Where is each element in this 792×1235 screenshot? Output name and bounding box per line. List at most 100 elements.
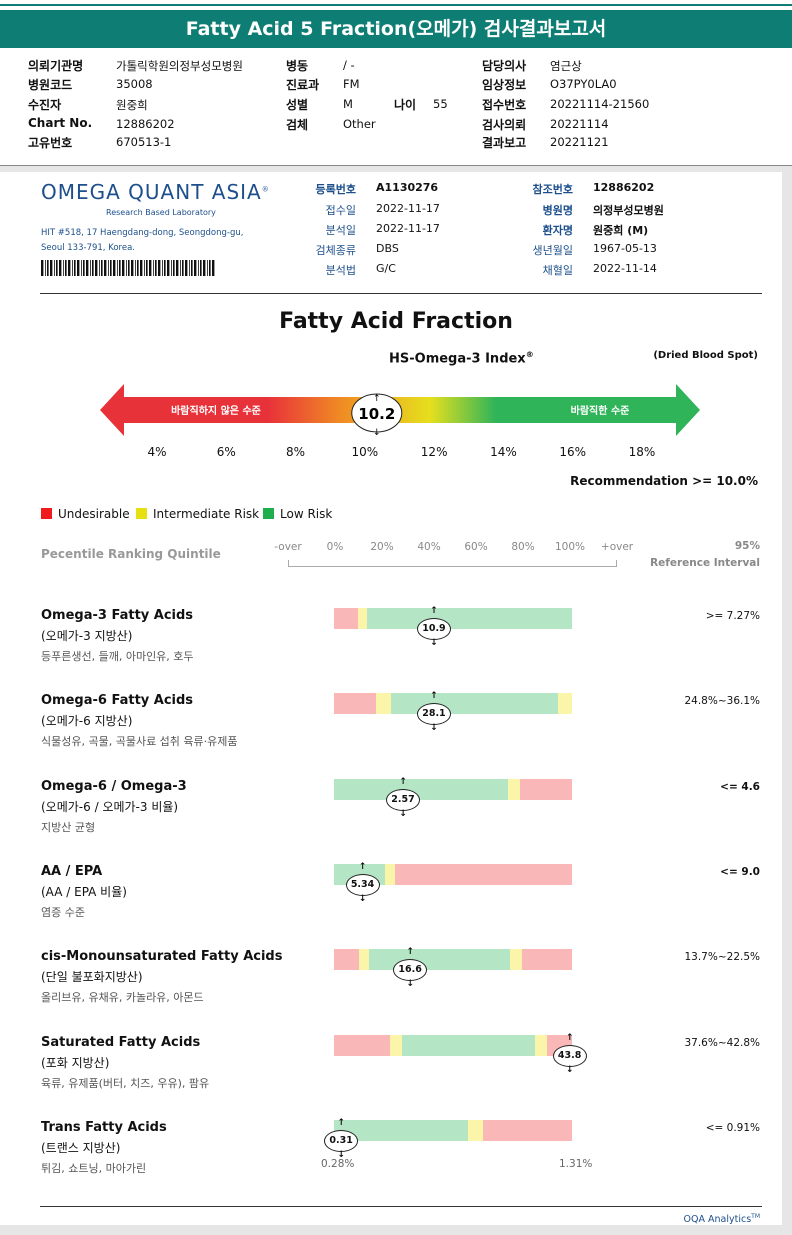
meta-value: 2022-11-17 — [376, 222, 440, 235]
legend-label: Intermediate Risk — [153, 507, 260, 521]
row-title: AA / EPA — [41, 863, 103, 879]
scale-label: 18% — [628, 445, 656, 459]
meta-label: 등록번호 — [315, 183, 356, 196]
info-value: 12886202 — [116, 117, 175, 131]
range-zone-red — [334, 1034, 390, 1056]
svg-text:↑: ↑ — [373, 394, 381, 404]
row-description: 염증 수준 — [41, 905, 85, 919]
info-label: 담당의사 — [482, 59, 527, 73]
report-title: Fatty Acid 5 Fraction(오메가) 검사결과보고서 — [0, 10, 792, 48]
range-bar — [334, 693, 572, 715]
undesirable-level-label: 바람직하지 않은 수준 — [171, 404, 261, 417]
scale-label: 12% — [420, 445, 448, 459]
row-reference: >= 7.27% — [705, 610, 760, 622]
value-marker: 2.57 — [386, 776, 421, 820]
info-label: 진료과 — [286, 78, 320, 92]
percentile-title: Pecentile Ranking Quintile — [41, 547, 221, 561]
age-label: 나이 — [394, 98, 417, 112]
range-zone-green — [334, 1119, 469, 1141]
row-title: Omega-6 / Omega-3 — [41, 778, 187, 794]
range-zone-red — [482, 1119, 572, 1141]
meta-label: 검체종류 — [315, 244, 356, 257]
info-value: Other — [343, 117, 376, 131]
row-reference: 13.7%~22.5% — [684, 951, 760, 964]
index-value-marker: 10.2 ↑ ↓ — [351, 393, 403, 437]
meta-label: 환자명 — [542, 224, 573, 237]
info-value: 35008 — [116, 77, 153, 91]
row-description: 올리브유, 유채유, 카놀라유, 아몬드 — [41, 991, 204, 1005]
legend-swatch — [263, 508, 274, 519]
scale-label: 4% — [147, 445, 167, 459]
percentile-tick: +over — [600, 541, 634, 553]
value-marker: 16.6 — [393, 946, 428, 990]
percentile-tick: 20% — [370, 541, 394, 553]
info-value: M — [343, 97, 353, 111]
meta-value: DBS — [376, 242, 399, 255]
meta-value: 의정부성모병원 — [593, 204, 664, 217]
range-zone-yellow — [557, 693, 572, 715]
row-reference: <= 0.91% — [705, 1121, 760, 1134]
meta-label: 채혈일 — [542, 264, 573, 277]
header-top-line — [0, 4, 792, 6]
row-description: 육류, 유제품(버터, 치즈, 우유), 팜유 — [41, 1076, 210, 1090]
meta-label: 접수일 — [325, 204, 356, 217]
legend-label: Undesirable — [58, 507, 130, 521]
range-zone-green — [391, 693, 558, 715]
range-bar — [334, 778, 572, 800]
row-reference: 37.6%~42.8% — [684, 1036, 760, 1049]
range-zone-green — [401, 1034, 536, 1056]
legend-label: Low Risk — [280, 507, 333, 521]
info-label: 접수번호 — [482, 98, 527, 112]
scale-label: 16% — [559, 445, 587, 459]
range-bar — [334, 1119, 572, 1141]
info-label: 결과보고 — [482, 136, 527, 150]
recommendation: Recommendation >= 10.0% — [570, 474, 758, 488]
info-value: 가톨릭학원의정부성모병원 — [116, 59, 243, 73]
row-reference: <= 9.0 — [720, 865, 760, 878]
legend-swatch — [41, 508, 52, 519]
range-zone-yellow — [358, 949, 369, 971]
range-zone-yellow — [375, 693, 392, 715]
meta-label: 병원명 — [542, 204, 573, 217]
range-zone-yellow — [385, 863, 395, 885]
info-label: 검체 — [286, 118, 309, 132]
meta-label: 참조번호 — [532, 183, 573, 196]
info-label: 의뢰기관명 — [28, 59, 84, 73]
info-divider — [0, 165, 792, 166]
meta-label: 생년월일 — [532, 244, 573, 257]
trans-range-max: 1.31% — [559, 1158, 593, 1170]
index-title: HS-Omega-3 Index® — [389, 350, 534, 367]
range-zone-yellow — [507, 778, 520, 800]
row-reference: 24.8%~36.1% — [684, 695, 760, 708]
percentile-tick: 0% — [326, 541, 344, 553]
range-zone-red — [334, 693, 376, 715]
range-zone-red — [334, 949, 359, 971]
range-bar — [334, 608, 572, 629]
info-value: O37PY0LA0 — [550, 77, 617, 91]
lab-logo: OMEGA QUANT ASIA® — [41, 180, 270, 204]
footer-brand: OQA AnalyticsTM — [683, 1213, 760, 1226]
lab-address: HIT #518, 17 Haengdang-dong, Seongdong-g… — [41, 228, 244, 253]
meta-value: 1967-05-13 — [593, 242, 657, 255]
meta-value: 원중희 (M) — [593, 224, 649, 237]
section-title: Fatty Acid Fraction — [279, 309, 513, 334]
row-subtitle: (오메가-6 지방산) — [41, 714, 133, 729]
report-header-divider — [40, 293, 762, 294]
row-description: 튀김, 쇼트닝, 마아가린 — [41, 1161, 147, 1175]
info-label: 수진자 — [28, 98, 62, 112]
info-value: 20221114 — [550, 117, 609, 131]
row-title: cis-Monounsaturated Fatty Acids — [41, 949, 283, 965]
info-label: Chart No. — [28, 116, 93, 130]
index-value: 10.2 — [358, 405, 395, 423]
range-zone-red — [519, 778, 572, 800]
row-reference: <= 4.6 — [720, 780, 760, 793]
range-zone-green — [367, 608, 572, 629]
meta-value: 2022-11-17 — [376, 202, 440, 215]
info-value: / - — [343, 58, 355, 72]
meta-value: G/C — [376, 262, 396, 275]
range-zone-red — [334, 608, 358, 629]
info-label: 성별 — [286, 98, 309, 112]
value-marker: 10.9 — [416, 605, 451, 649]
legend-item: Low Risk — [263, 507, 332, 521]
range-zone-red — [522, 949, 572, 971]
